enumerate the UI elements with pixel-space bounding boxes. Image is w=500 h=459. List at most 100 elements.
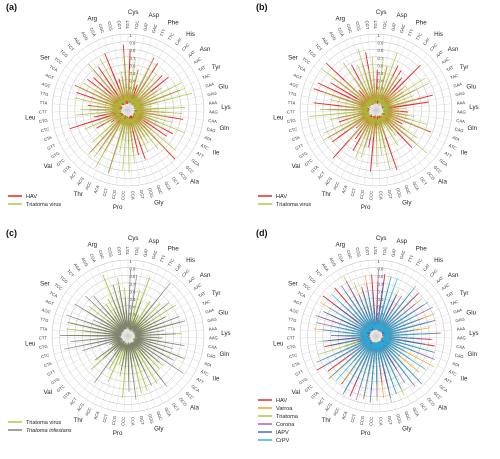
- codon-label: AAT: [187, 275, 197, 284]
- codon-label: ATT: [444, 377, 453, 386]
- codon-label: ACT: [69, 396, 78, 406]
- tick-label: 0.7: [378, 56, 384, 61]
- panel-a: (a)0.10.20.30.40.50.60.70.80.91TGTTGCGAT…: [6, 2, 231, 211]
- codon-label: TCC: [53, 282, 63, 291]
- codon-label: ACA: [341, 410, 349, 420]
- codon-label: AGG: [80, 31, 89, 42]
- codon-label: CTC: [288, 352, 298, 359]
- codon-label: GCT: [171, 176, 180, 186]
- codon-label: TGC: [382, 246, 388, 255]
- codon-label: TAC: [202, 299, 211, 307]
- codon-label: ATT: [444, 151, 453, 160]
- codon-label: CAA: [456, 118, 465, 124]
- codon-label: AGG: [328, 257, 337, 268]
- codon-label: TCC: [301, 282, 311, 291]
- codon-label: GAA: [453, 81, 463, 88]
- codon-label: AGC: [41, 307, 51, 314]
- codon-label: GCA: [438, 158, 448, 168]
- panel-label: (c): [6, 228, 17, 238]
- tick-label: 0.7: [130, 282, 136, 287]
- amino-acid-label: Gly: [402, 426, 412, 433]
- codon-label: ATA: [451, 135, 460, 142]
- amino-acid-label: His: [186, 257, 195, 264]
- codon-label: AGC: [289, 307, 299, 314]
- codon-label: CGT: [116, 20, 122, 30]
- codon-label: GAC: [399, 250, 407, 260]
- codon-label: GTA: [62, 390, 72, 400]
- codon-label: TTA: [40, 326, 48, 332]
- legend-entry: Triatoma: [276, 414, 299, 420]
- codon-label: TCT: [314, 43, 323, 53]
- codon-label: AAA: [209, 326, 218, 332]
- amino-acid-label: Asp: [148, 238, 159, 245]
- codon-label: CCC: [120, 191, 125, 200]
- amino-acid-label: Arg: [87, 241, 97, 248]
- codon-label: AAA: [209, 100, 218, 106]
- codon-label: CCG: [111, 416, 117, 426]
- codon-label: CCT: [102, 187, 109, 197]
- amino-acid-label: Cys: [128, 235, 139, 242]
- amino-acid-label: Ile: [213, 375, 220, 382]
- codon-label: CAT: [174, 262, 183, 272]
- codon-label: CCA: [130, 417, 135, 426]
- codon-label: ATC: [448, 369, 457, 377]
- codon-label: ACT: [317, 170, 326, 180]
- codon-label: CGA: [89, 253, 97, 264]
- tick-label: 0.4: [130, 79, 136, 84]
- codon-label: TAT: [197, 290, 206, 298]
- codon-label: GTG: [50, 151, 60, 160]
- amino-acid-label: Gln: [467, 125, 477, 132]
- amino-acid-label: Val: [292, 389, 300, 396]
- legend-entry: Corona: [276, 422, 295, 428]
- codon-label: GAT: [142, 248, 149, 258]
- codon-label: CAG: [206, 126, 216, 133]
- amino-acid-label: Ala: [438, 405, 448, 412]
- codon-label: TGT: [125, 246, 130, 255]
- amino-acid-label: Ile: [461, 375, 468, 382]
- codon-label: AGC: [41, 81, 51, 88]
- codon-label: CCC: [368, 417, 373, 426]
- codon-label: GCA: [190, 384, 200, 394]
- codon-label: CTG: [287, 344, 296, 350]
- codon-label: GCG: [178, 397, 188, 408]
- amino-acid-label: Ser: [40, 281, 50, 288]
- amino-acid-label: Ser: [40, 55, 50, 62]
- codon-label: CAC: [181, 268, 191, 278]
- amino-acid-label: Gly: [154, 200, 164, 207]
- codon-label: GTT: [46, 369, 56, 377]
- codon-label: TCC: [301, 56, 311, 65]
- amino-acid-label: Lys: [469, 330, 478, 337]
- amino-acid-label: Arg: [87, 15, 97, 22]
- amino-acid-label: Ala: [190, 405, 200, 412]
- codon-label: ACC: [332, 181, 341, 191]
- codon-label: CGA: [337, 27, 345, 38]
- codon-label: GAG: [207, 90, 217, 97]
- amino-acid-label: Tyr: [212, 290, 221, 297]
- tick-label: 0.7: [378, 282, 384, 287]
- codon-label: ATT: [196, 151, 205, 160]
- codon-label: AGT: [293, 72, 303, 80]
- amino-acid-label: Tyr: [460, 64, 469, 71]
- codon-label: CCT: [102, 413, 109, 423]
- codon-label: CCC: [368, 191, 373, 200]
- codon-label: CTT: [39, 335, 48, 340]
- tick-label: 0.9: [378, 267, 384, 272]
- tick-label: 0.5: [378, 71, 384, 76]
- codon-label: CAT: [174, 36, 183, 46]
- codon-label: TTA: [40, 100, 48, 106]
- codon-label: AGA: [321, 36, 330, 46]
- codon-label: CGC: [346, 249, 354, 259]
- codon-label: AAG: [209, 109, 218, 114]
- codon-label: AAC: [441, 56, 451, 65]
- tick-label: 0.9: [130, 41, 136, 46]
- codon-label: CTC: [40, 126, 50, 133]
- amino-acid-label: Pro: [113, 430, 123, 437]
- amino-acid-label: Asn: [448, 272, 459, 279]
- amino-acid-label: Gly: [154, 426, 164, 433]
- amino-acid-label: Glu: [466, 309, 476, 316]
- codon-label: CGC: [98, 23, 106, 33]
- codon-label: TTA: [288, 100, 296, 106]
- amino-acid-label: Gly: [402, 200, 412, 207]
- codon-label: GAT: [142, 22, 149, 32]
- codon-label: ACC: [84, 181, 93, 191]
